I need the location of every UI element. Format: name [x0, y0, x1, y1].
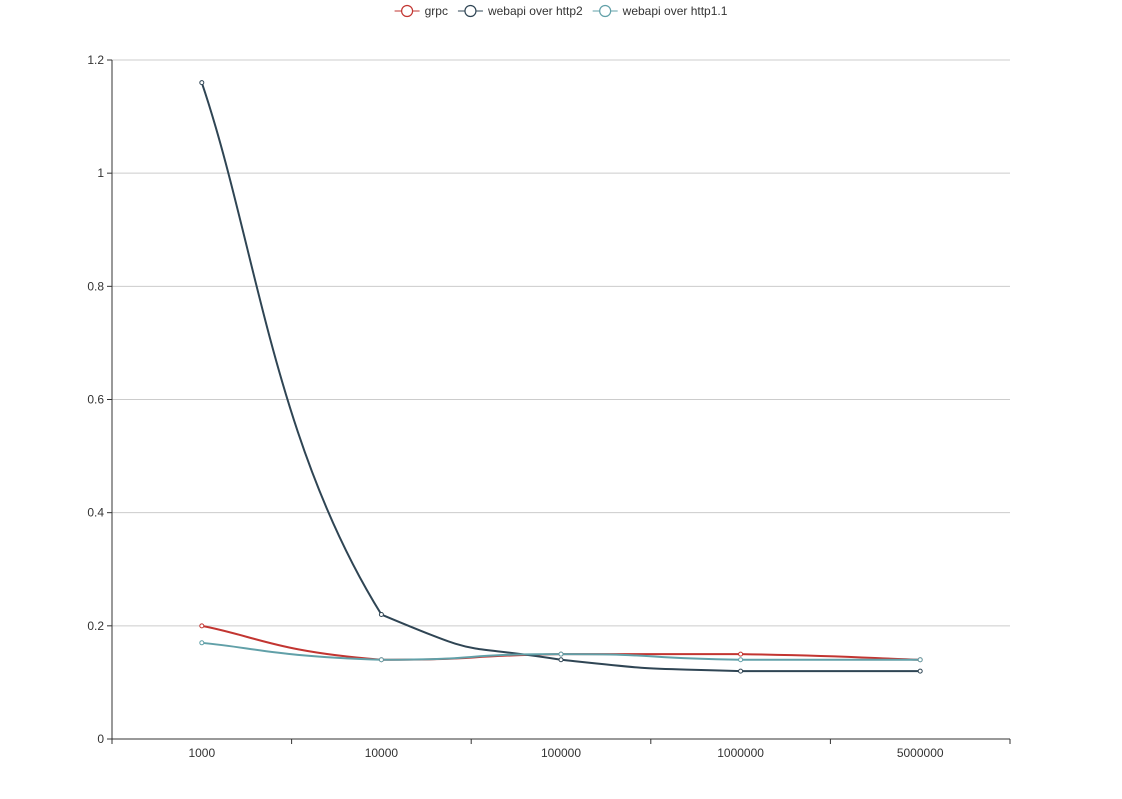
- data-point[interactable]: [199, 80, 205, 86]
- x-tick-label: 1000000: [717, 746, 764, 760]
- data-point[interactable]: [738, 651, 744, 657]
- data-point[interactable]: [917, 657, 923, 663]
- series-lines: [200, 82, 921, 673]
- legend-label: webapi over http1.1: [622, 4, 728, 18]
- x-tick-label: 10000: [365, 746, 399, 760]
- legend-circle-icon: [400, 4, 414, 18]
- x-tick-label: 100000: [541, 746, 581, 760]
- legend-circle-icon: [464, 4, 477, 18]
- y-tick-label: 0.4: [87, 506, 104, 520]
- legend-circle-icon: [599, 4, 612, 18]
- legend-label: webapi over http2: [487, 4, 583, 18]
- y-tick-label: 0: [97, 732, 104, 746]
- series-line-1: [200, 82, 921, 673]
- data-point[interactable]: [558, 657, 564, 663]
- y-tick-label: 0.6: [87, 393, 104, 407]
- legend-label: grpc: [425, 4, 448, 18]
- data-point-markers: [199, 80, 923, 674]
- x-tick-label: 5000000: [897, 746, 944, 760]
- data-point[interactable]: [558, 651, 564, 657]
- legend-item-1[interactable]: webapi over http2: [457, 4, 583, 18]
- data-point[interactable]: [378, 612, 384, 618]
- grid-lines: [112, 59, 1010, 627]
- data-point[interactable]: [738, 668, 744, 674]
- y-tick-label: 0.8: [87, 279, 104, 293]
- data-point[interactable]: [378, 657, 384, 663]
- y-tick-label: 1: [97, 166, 104, 180]
- legend-item-0[interactable]: grpc: [394, 4, 448, 18]
- data-point[interactable]: [917, 668, 923, 674]
- data-point[interactable]: [199, 623, 205, 629]
- y-tick-label: 1.2: [87, 53, 104, 67]
- axes: 0 0.2 0.4 0.6 0.8 1 1.2 1000 10000 100000 1000000 5…: [87, 53, 1011, 760]
- legend-item-2[interactable]: webapi over http1.1: [592, 4, 728, 18]
- y-tick-label: 0.2: [87, 619, 104, 633]
- data-point[interactable]: [738, 657, 744, 663]
- legend: grpc webapi over http2 webapi over http1.1: [394, 4, 728, 18]
- data-point[interactable]: [199, 640, 205, 646]
- x-tick-label: 1000: [188, 746, 215, 760]
